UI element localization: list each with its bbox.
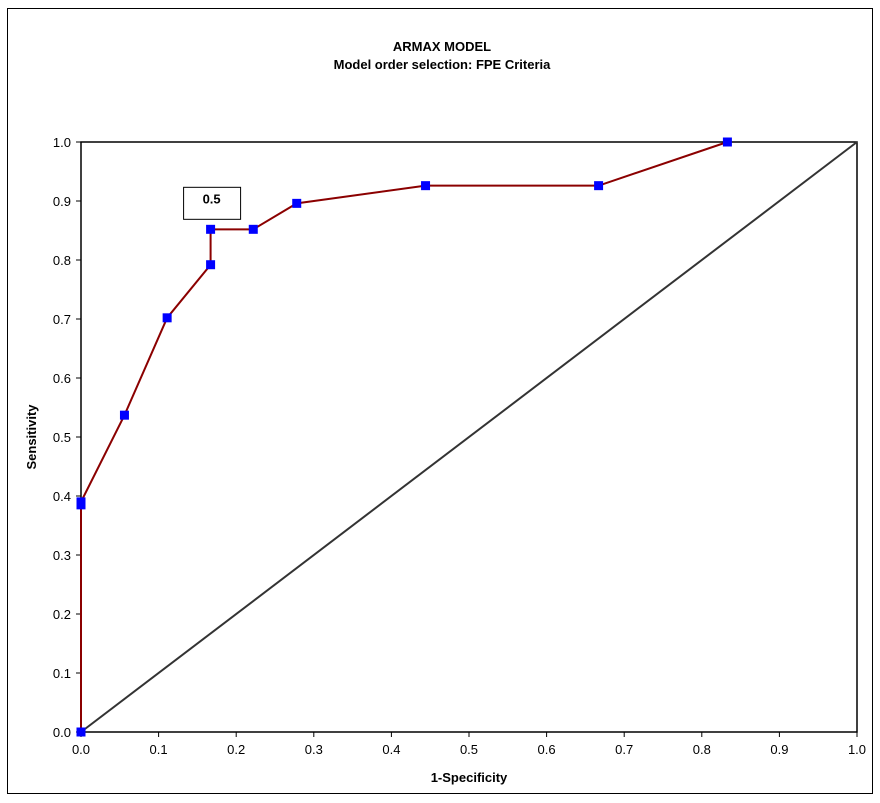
annotation-box [183, 186, 242, 220]
roc-point-marker [76, 727, 86, 737]
roc-point-marker [292, 198, 302, 208]
roc-point-marker [722, 137, 732, 147]
y-tick-label: 0.7 [53, 312, 71, 327]
x-tick-label: 0.6 [538, 742, 556, 757]
x-tick-label: 0.4 [382, 742, 400, 757]
x-tick-label: 0.2 [227, 742, 245, 757]
x-tick-label: 0.8 [693, 742, 711, 757]
roc-point-marker [594, 181, 604, 191]
y-tick-label: 0.2 [53, 607, 71, 622]
x-tick-label: 1.0 [848, 742, 866, 757]
roc-point-marker [206, 260, 216, 270]
x-axis-label: 1-Specificity [431, 770, 508, 785]
roc-point-marker [76, 497, 86, 507]
reference-line-group [80, 141, 858, 733]
roc-point-marker [162, 313, 172, 323]
series-group [76, 137, 732, 737]
y-tick-label: 1.0 [53, 135, 71, 150]
y-tick-label: 0.9 [53, 194, 71, 209]
chart-title: ARMAX MODEL [393, 39, 491, 54]
y-axis-label: Sensitivity [24, 404, 39, 470]
y-tick-label: 0.0 [53, 725, 71, 740]
x-tick-label: 0.7 [615, 742, 633, 757]
y-tick-label: 0.3 [53, 548, 71, 563]
reference-diagonal-line [80, 141, 858, 733]
y-tick-label: 0.1 [53, 666, 71, 681]
y-tick-label: 0.5 [53, 430, 71, 445]
roc-point-marker [248, 224, 258, 234]
annotation-label: 0.5 [203, 191, 221, 206]
roc-point-marker [421, 181, 431, 191]
y-tick-label: 0.6 [53, 371, 71, 386]
x-tick-label: 0.9 [770, 742, 788, 757]
x-tick-label: 0.1 [150, 742, 168, 757]
y-axis-ticks: 0.0 0.1 0.2 0.3 0.4 0.5 0.6 0.7 0.8 0.9 1.0 [53, 135, 81, 740]
chart-subtitle: Model order selection: FPE Criteria [334, 57, 551, 72]
y-tick-label: 0.8 [53, 253, 71, 268]
roc-point-marker [206, 224, 216, 234]
x-tick-label: 0.3 [305, 742, 323, 757]
x-tick-label: 0.0 [72, 742, 90, 757]
y-tick-label: 0.4 [53, 489, 71, 504]
x-axis-ticks: 0.0 0.1 0.2 0.3 0.4 0.5 0.6 0.7 0.8 0.9 1.0 [72, 732, 866, 757]
x-tick-label: 0.5 [460, 742, 478, 757]
annotation-group: 0.5 [183, 186, 242, 220]
roc-point-marker [119, 410, 129, 420]
